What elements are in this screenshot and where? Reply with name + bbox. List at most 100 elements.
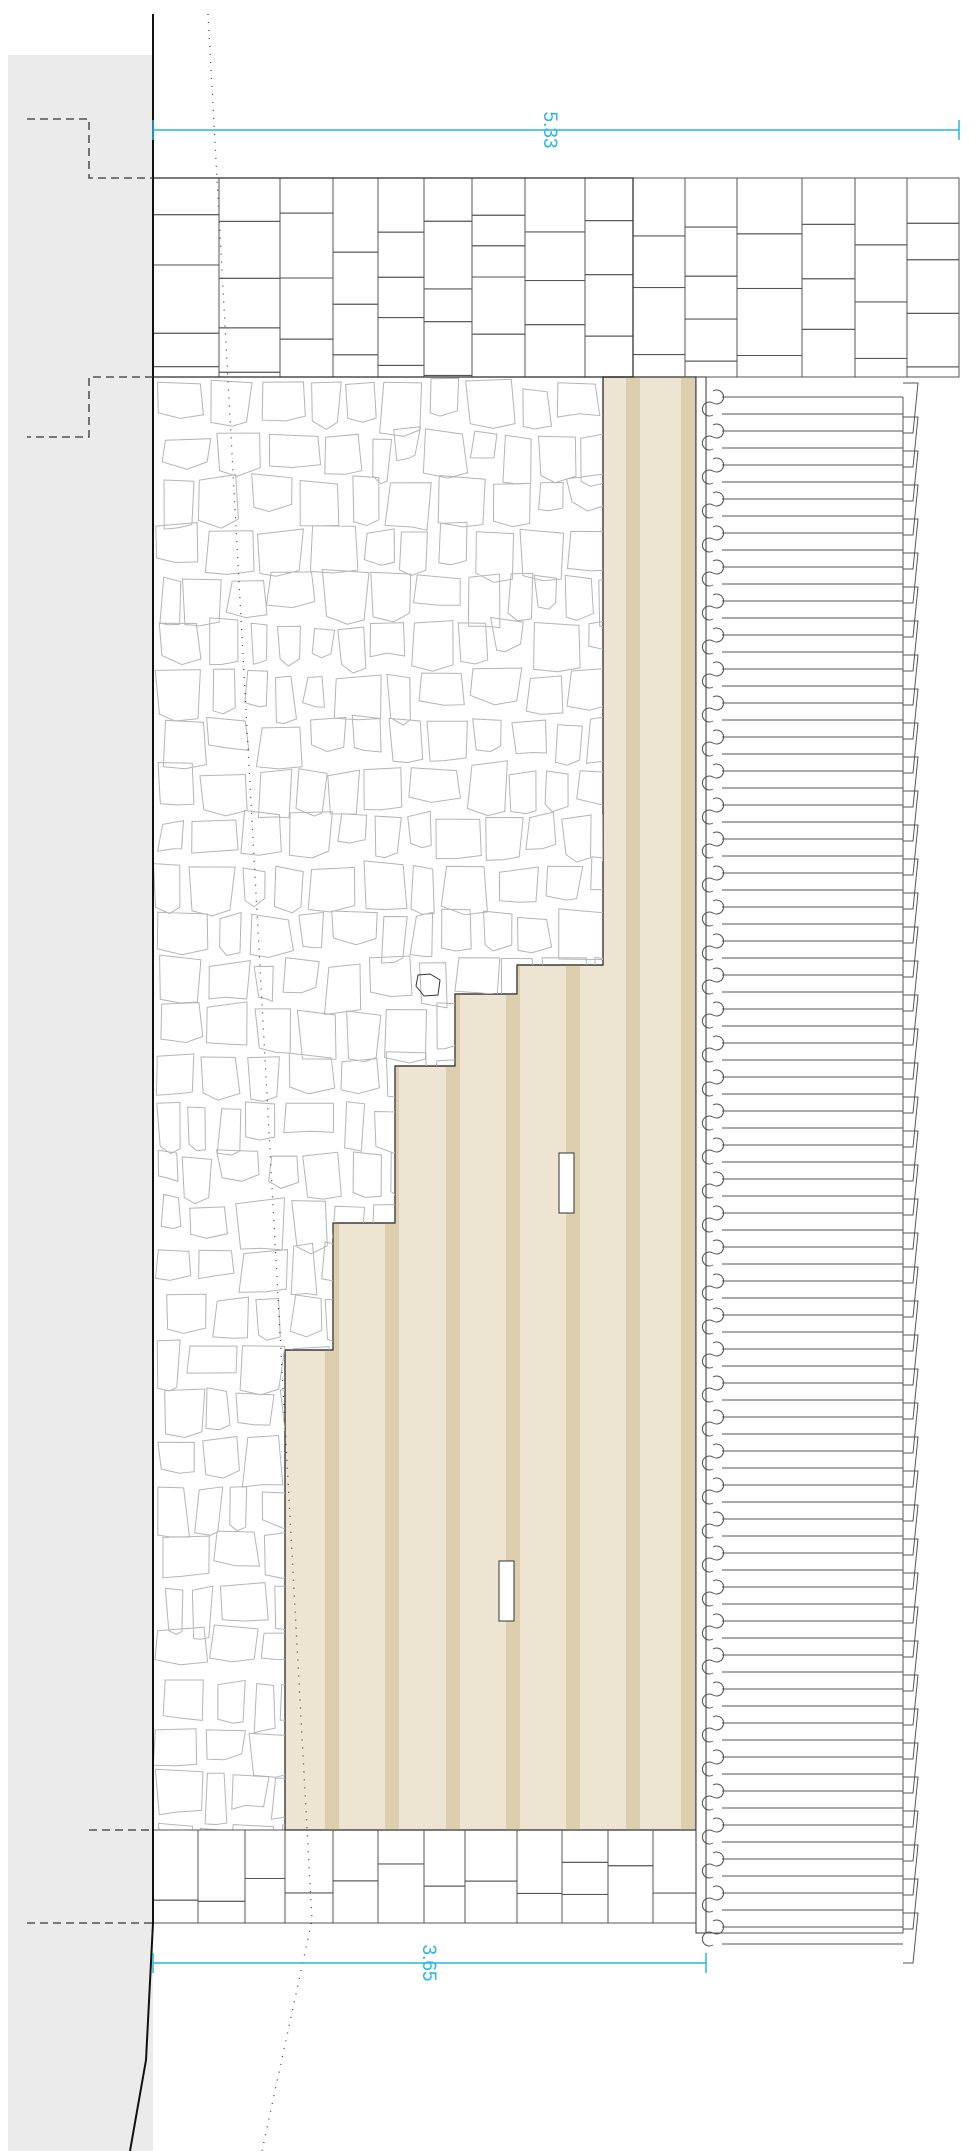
wall	[696, 377, 706, 1933]
dimension-label: 3.65	[418, 1945, 439, 1982]
paver	[245, 1879, 285, 1923]
paver	[153, 1830, 198, 1900]
paver	[585, 275, 633, 336]
paver	[562, 1862, 608, 1894]
deck-stripe	[626, 377, 640, 1830]
paver	[198, 1901, 245, 1923]
paver	[517, 1830, 562, 1893]
paver	[855, 245, 907, 302]
paver	[285, 1893, 333, 1923]
paver	[525, 325, 585, 377]
paver	[153, 265, 219, 333]
paver	[685, 319, 737, 361]
paver	[802, 224, 855, 278]
paver	[737, 178, 802, 234]
paver	[280, 213, 333, 278]
paver	[472, 277, 525, 334]
paver	[378, 1864, 424, 1923]
paver	[608, 1866, 653, 1923]
paver	[608, 1830, 653, 1866]
ground-strip	[8, 55, 153, 2151]
paver	[285, 1830, 333, 1893]
paver	[153, 367, 219, 377]
paver	[907, 178, 959, 223]
paver	[153, 1900, 198, 1923]
paver	[245, 1830, 285, 1879]
paver	[333, 1881, 378, 1923]
paver	[802, 329, 855, 377]
paver	[198, 1830, 245, 1901]
paver	[907, 367, 959, 377]
paver	[855, 178, 907, 245]
paver	[424, 221, 472, 289]
paver	[855, 302, 907, 359]
paver	[517, 1893, 562, 1923]
site-plan: 5.33 3.65	[0, 0, 980, 2151]
paver	[653, 1830, 696, 1893]
paver	[633, 236, 685, 288]
paver	[378, 1830, 424, 1864]
paver	[633, 178, 685, 236]
paver	[585, 178, 633, 221]
paver	[525, 281, 585, 325]
paver	[280, 178, 333, 213]
paver	[633, 355, 685, 377]
paver	[424, 1830, 465, 1886]
paver	[855, 358, 907, 377]
paver	[333, 1830, 378, 1881]
paver	[153, 333, 219, 366]
paver	[685, 227, 737, 276]
paver	[472, 178, 525, 215]
paver	[907, 260, 959, 314]
paver	[219, 221, 280, 278]
paver	[525, 178, 585, 232]
paver	[585, 336, 633, 377]
page: 5.33 3.65 (() => { const data = JSON.par…	[0, 0, 980, 2151]
deck-stripe	[446, 377, 460, 1830]
deck-hatch	[559, 1153, 574, 1213]
paver	[153, 178, 219, 215]
paver	[378, 178, 424, 232]
paver	[219, 372, 280, 377]
paver	[333, 304, 378, 355]
deck-stripe	[681, 377, 695, 1830]
paver	[562, 1894, 608, 1923]
paver	[465, 1881, 517, 1923]
paver	[333, 355, 378, 377]
paver	[219, 178, 280, 221]
paver	[907, 223, 959, 259]
paver	[280, 339, 333, 377]
paver	[737, 234, 802, 289]
paver	[219, 328, 280, 372]
paver	[907, 313, 959, 367]
paver	[280, 278, 333, 339]
paver	[378, 232, 424, 277]
paver	[685, 178, 737, 227]
paver	[737, 356, 802, 377]
paver	[333, 252, 378, 304]
deck-hatch	[499, 1561, 514, 1621]
paver	[685, 361, 737, 377]
paver	[153, 215, 219, 265]
wall-slats	[702, 383, 918, 1963]
paver	[562, 1830, 608, 1862]
paver	[424, 289, 472, 322]
paver	[802, 178, 855, 224]
paver	[472, 246, 525, 277]
paver	[802, 279, 855, 330]
paver	[378, 318, 424, 366]
paver	[333, 178, 378, 252]
paver	[465, 1830, 517, 1881]
paver	[378, 365, 424, 377]
paver	[653, 1893, 696, 1923]
paver	[424, 1886, 465, 1923]
dimension-label: 5.33	[539, 112, 560, 149]
paver	[737, 288, 802, 355]
paver	[219, 278, 280, 328]
paver	[472, 215, 525, 246]
paver	[472, 334, 525, 377]
boulder	[416, 974, 440, 996]
paver	[378, 277, 424, 317]
paver	[685, 276, 737, 319]
deck-stripe	[385, 377, 399, 1830]
